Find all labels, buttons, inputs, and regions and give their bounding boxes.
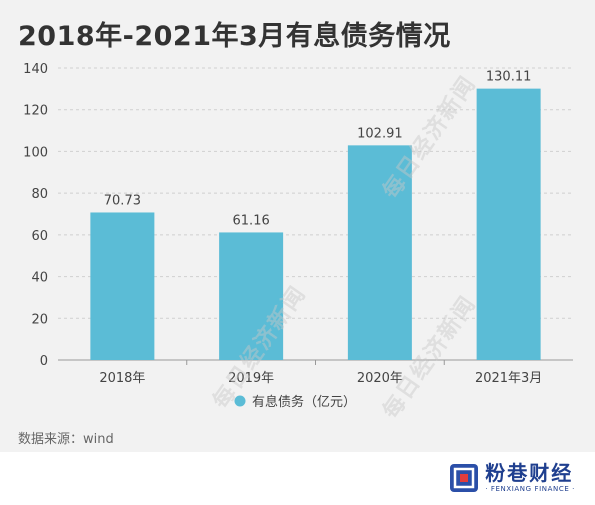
- bar: [347, 145, 412, 360]
- y-tick-label: 80: [31, 187, 48, 202]
- data-label: 102.91: [357, 126, 403, 141]
- x-tick-label: 2020年: [357, 371, 403, 386]
- footer-bar: 粉巷财经 · FENXIANG FINANCE ·: [0, 452, 595, 505]
- y-tick-label: 140: [23, 62, 48, 77]
- data-label: 61.16: [233, 213, 270, 228]
- bar: [476, 88, 541, 360]
- y-tick-label: 60: [31, 229, 48, 244]
- brand-logo: 粉巷财经 · FENXIANG FINANCE ·: [449, 458, 575, 498]
- data-label: 130.11: [486, 70, 532, 85]
- y-tick-label: 40: [31, 271, 48, 286]
- data-source-note: 数据来源：wind: [18, 432, 114, 447]
- bar-chart: 0 20 40 60 80 100 120 140 70.73 2018年 61.16 2019年 10…: [23, 62, 573, 410]
- brand-name: 粉巷财经: [485, 461, 574, 485]
- y-tick-label: 20: [31, 312, 48, 327]
- bar: [219, 232, 284, 360]
- x-tick-label: 2019年: [228, 371, 274, 386]
- brand-subtitle: · FENXIANG FINANCE ·: [485, 485, 575, 493]
- y-tick-label: 100: [23, 145, 48, 160]
- y-tick-label: 120: [23, 104, 48, 119]
- x-tick-label: 2018年: [99, 371, 145, 386]
- y-tick-label: 0: [40, 354, 48, 369]
- chart-title: 2018年-2021年3月有息债务情况: [18, 21, 451, 52]
- brand-logo-icon: [449, 463, 479, 493]
- legend-marker: [234, 395, 246, 407]
- bar: [90, 212, 155, 360]
- legend-label: 有息债务（亿元）: [252, 394, 356, 410]
- data-label: 70.73: [104, 193, 141, 208]
- x-tick-label: 2021年3月: [475, 371, 542, 386]
